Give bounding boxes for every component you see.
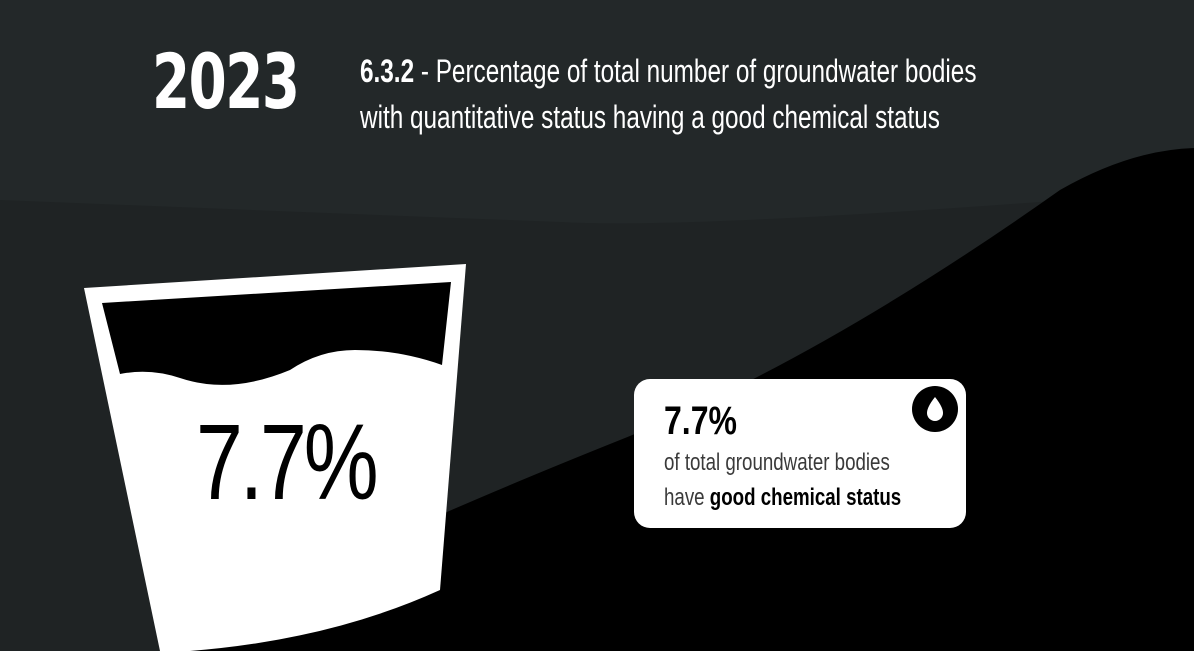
title-line-1-text: - Percentage of total number of groundwa… — [414, 53, 977, 89]
water-drop-icon — [912, 386, 958, 432]
header-band — [0, 0, 1194, 224]
card-line-2-emphasis: good chemical status — [709, 484, 902, 511]
glass-empty-area — [102, 282, 451, 385]
card-percentage: 7.7% — [664, 399, 737, 443]
card-line-2-prefix: have — [664, 484, 710, 511]
glass-percentage: 7.7% — [196, 401, 379, 522]
card-description-line-2: have good chemical status — [664, 486, 901, 510]
info-card: 7.7% of total groundwater bodies have go… — [634, 379, 966, 528]
indicator-code: 6.3.2 — [360, 53, 415, 89]
card-description-line-1: of total groundwater bodies — [664, 449, 890, 476]
title-line-2: with quantitative status having a good c… — [360, 99, 940, 135]
header: 2023 6.3.2 - Percentage of total number … — [0, 0, 1194, 180]
title-line-1: 6.3.2 - Percentage of total number of gr… — [360, 48, 1044, 94]
year-label: 2023 — [152, 37, 300, 126]
indicator-title: 6.3.2 - Percentage of total number of gr… — [360, 48, 1044, 140]
